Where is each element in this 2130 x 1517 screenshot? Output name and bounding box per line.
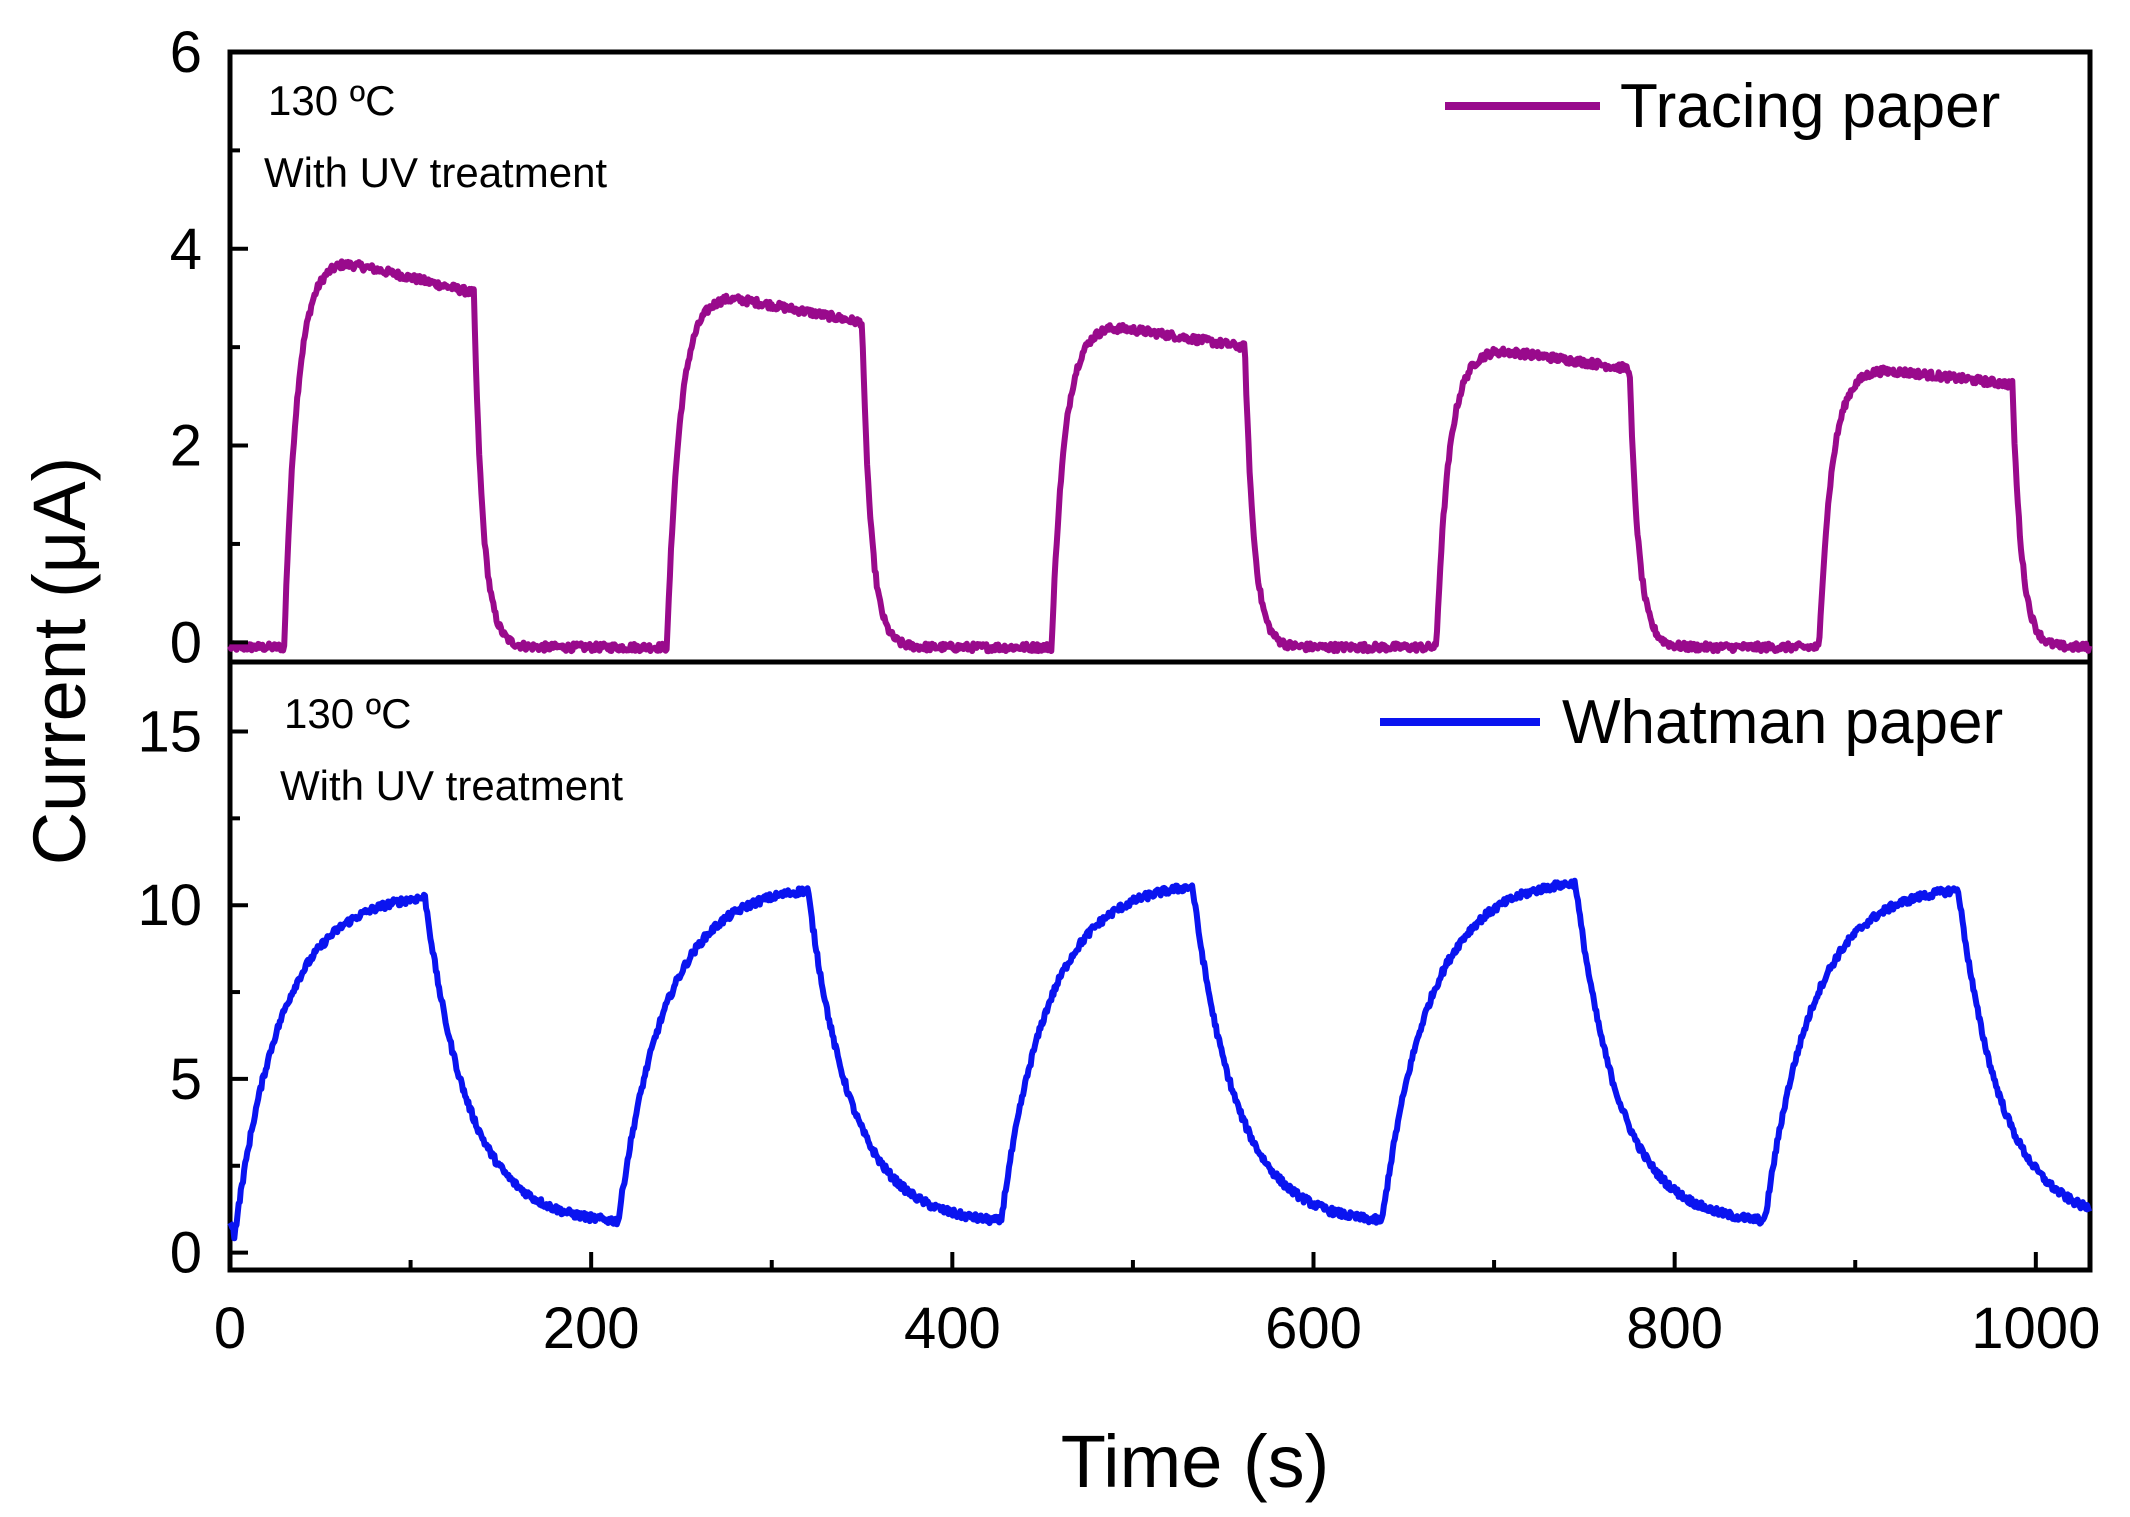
x-tick-label: 600 <box>1265 1296 1362 1361</box>
bottom-annotation-temperature: 130 ºC <box>284 690 411 737</box>
x-tick-label: 1000 <box>1971 1296 2100 1361</box>
x-tick-label: 200 <box>543 1296 640 1361</box>
top-y-tick-label: 2 <box>170 414 202 479</box>
x-tick-label: 0 <box>214 1296 246 1361</box>
top-panel-frame <box>227 49 2093 665</box>
bottom-y-tick-label: 10 <box>137 873 202 938</box>
bottom-panel-frame <box>227 659 2093 1273</box>
legend-label-tracing-paper: Tracing paper <box>1620 72 2000 141</box>
top-annotation-temperature: 130 ºC <box>268 77 395 124</box>
top-y-tick-label: 6 <box>170 20 202 85</box>
bottom-y-tick-label: 0 <box>170 1221 202 1286</box>
x-axis-title: Time (s) <box>1061 1420 1330 1503</box>
bottom-y-tick-label: 15 <box>137 699 202 764</box>
top-y-tick-label: 4 <box>170 217 202 282</box>
series-line-whatman-paper <box>227 877 2093 1242</box>
bottom-annotation-treatment: With UV treatment <box>280 762 623 809</box>
y-axis-title: Current (μA) <box>18 457 101 866</box>
legend-label-whatman-paper: Whatman paper <box>1562 688 2003 757</box>
top-y-tick-label: 0 <box>170 610 202 675</box>
axis-ticks: 0 2 4 6 0 5 10 15 0 200 400 600 800 1000 <box>137 20 2100 1361</box>
x-tick-label: 800 <box>1626 1296 1723 1361</box>
top-annotation-treatment: With UV treatment <box>264 149 607 196</box>
series-line-tracing-paper <box>227 258 2093 655</box>
x-tick-label: 400 <box>904 1296 1001 1361</box>
bottom-y-tick-label: 5 <box>170 1047 202 1112</box>
